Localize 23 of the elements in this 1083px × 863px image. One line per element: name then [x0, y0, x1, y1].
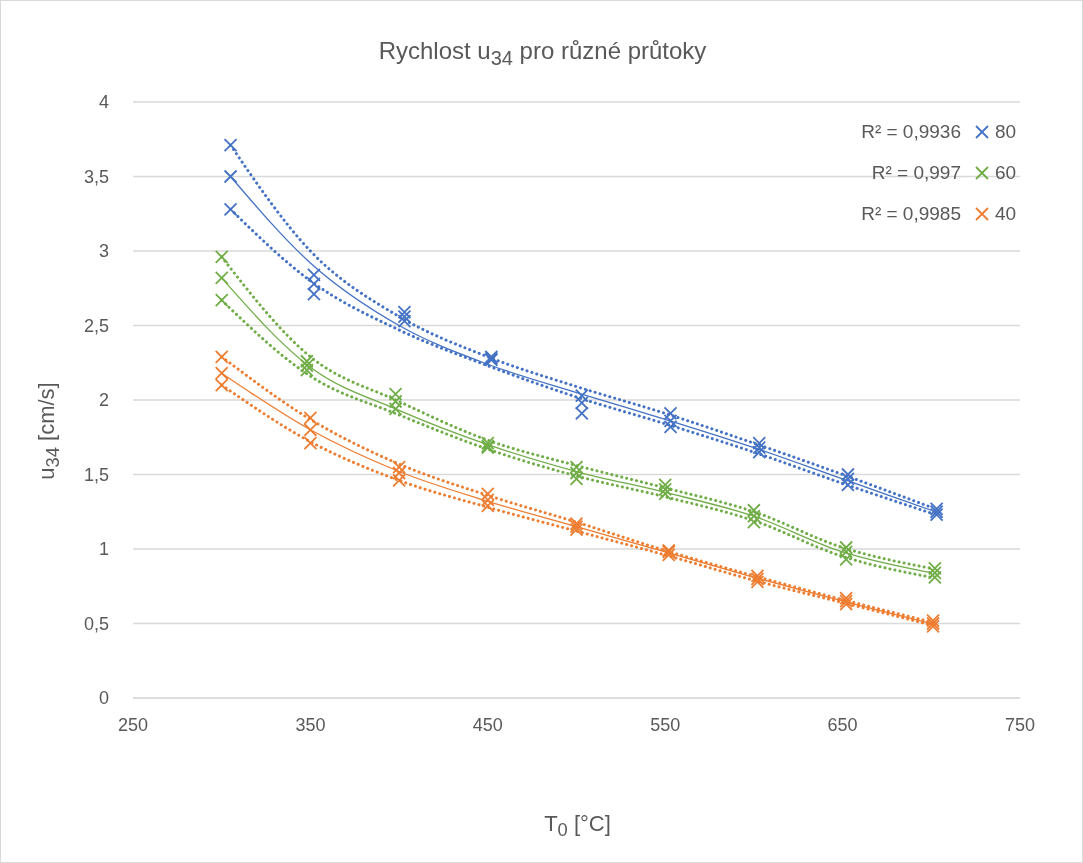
- x-axis-title: T$_{0}$ [°C]: [543, 811, 612, 842]
- x-tick-label: 250: [117, 714, 149, 735]
- y-tick-label: 1,5: [83, 464, 109, 485]
- legend-label: 60: [995, 161, 1018, 184]
- x-tick-label: 450: [472, 714, 503, 735]
- x-tick-label: 650: [827, 714, 858, 735]
- legend-label: 80: [995, 120, 1018, 143]
- x-tick-label: 350: [295, 714, 326, 735]
- y-tick-label: 4: [98, 92, 109, 113]
- y-tick-label: 3,5: [83, 166, 109, 187]
- annotation: R² = 0,9985: [861, 202, 961, 225]
- annotation: R² = 0,9936: [861, 120, 961, 143]
- y-tick-label: 2,5: [83, 315, 109, 336]
- y-tick-label: 0: [98, 688, 109, 709]
- x-tick-label: 750: [1004, 714, 1036, 735]
- legend-label: 40: [995, 202, 1018, 225]
- annotation: R² = 0,997: [871, 161, 961, 184]
- y-tick-label: 0,5: [83, 613, 109, 634]
- y-tick-label: 3: [98, 241, 109, 262]
- chart-title: Rychlost u$_{34}$ pro různé průtoky: [377, 37, 708, 70]
- y-tick-label: 1: [98, 539, 109, 560]
- y-tick-label: 2: [98, 390, 109, 411]
- x-tick-label: 550: [650, 714, 681, 735]
